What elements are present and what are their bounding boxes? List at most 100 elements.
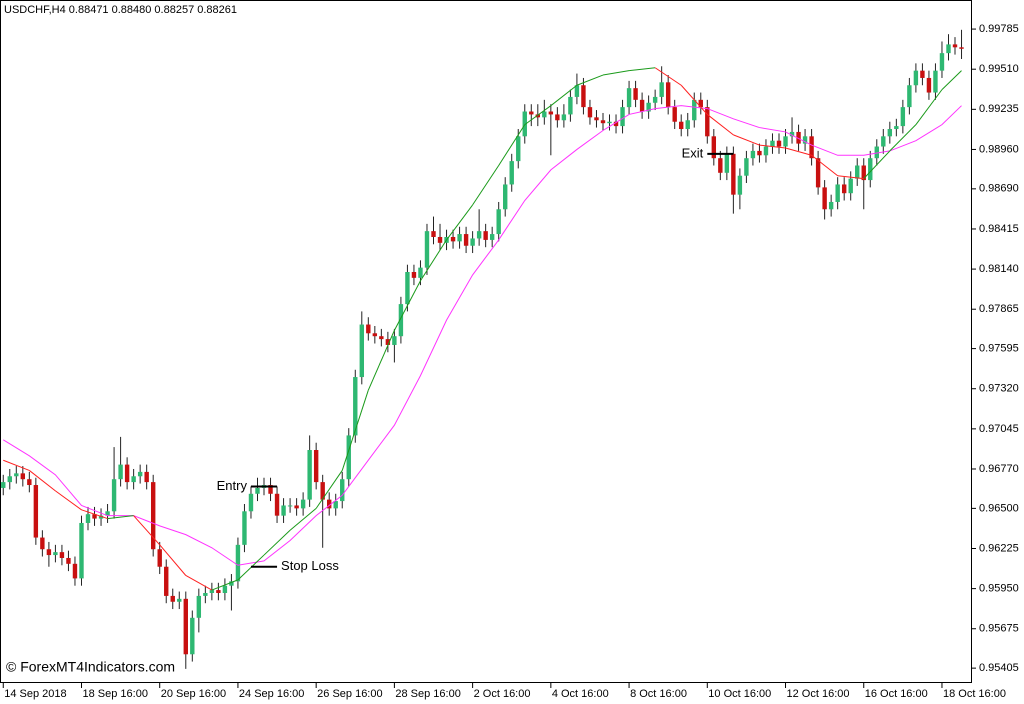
y-tick-label: 0.95675	[979, 623, 1019, 635]
candle-body	[776, 140, 782, 147]
moving-average-segment	[472, 165, 500, 206]
candle-body	[783, 136, 788, 147]
candle-body	[796, 131, 801, 144]
candle-body	[763, 146, 769, 156]
moving-average-segment	[680, 84, 708, 115]
candle-body	[190, 617, 195, 655]
candle-body	[639, 99, 645, 112]
moving-average-segment	[524, 105, 552, 126]
x-tick-label: 18 Sep 16:00	[82, 688, 147, 700]
x-tick-label: 8 Oct 16:00	[630, 688, 687, 700]
candle-body	[274, 493, 280, 516]
candle-body	[489, 234, 495, 240]
candle-body	[620, 107, 625, 127]
candle-body	[476, 231, 482, 239]
x-tick-label: 16 Oct 16:00	[865, 688, 928, 700]
moving-average-segment	[550, 84, 578, 107]
plot-frame	[0, 0, 972, 683]
candle-body	[939, 53, 945, 71]
candle-body	[255, 487, 260, 494]
candle-body	[196, 595, 202, 618]
candle-body	[1, 482, 6, 488]
candle-body	[431, 231, 436, 237]
candle-body	[281, 505, 286, 516]
chart-title: USDCHF,H4 0.88471 0.88480 0.88257 0.8826…	[4, 4, 237, 16]
candle-body	[346, 435, 351, 480]
candle-body	[646, 102, 651, 112]
candle-body	[398, 304, 404, 337]
candle-body	[737, 175, 743, 195]
y-tick-label: 0.95950	[979, 583, 1019, 595]
candle-body	[320, 482, 325, 500]
candle-body	[33, 485, 39, 538]
x-tick-label: 28 Sep 16:00	[395, 688, 460, 700]
candle-body	[327, 499, 332, 509]
candle-body	[470, 238, 475, 246]
moving-average-segment	[211, 579, 239, 591]
candle-body	[587, 107, 593, 118]
annotation-label: Entry	[217, 478, 248, 493]
candle-body	[333, 501, 338, 509]
candle-body	[594, 117, 599, 121]
moving-average-segment	[81, 509, 108, 520]
x-tick-label: 24 Sep 16:00	[239, 688, 304, 700]
candle-body	[933, 70, 938, 93]
moving-average-segment	[706, 114, 734, 136]
candle-body	[581, 85, 586, 108]
moving-average-segment	[576, 74, 604, 86]
candle-body	[555, 114, 560, 121]
candle-body	[405, 272, 410, 305]
candle-body	[85, 514, 91, 523]
candle-body	[789, 131, 795, 137]
moving-average-segment	[837, 175, 864, 180]
y-tick-label: 0.97595	[979, 343, 1019, 355]
x-tick-label: 4 Oct 16:00	[552, 688, 609, 700]
candle-body	[437, 236, 443, 243]
candle-body	[868, 158, 873, 181]
x-tick-label: 20 Sep 16:00	[161, 688, 226, 700]
y-tick-label: 0.97865	[979, 303, 1019, 315]
candle-body	[529, 111, 534, 115]
candle-body	[424, 231, 430, 268]
annotation-label: Exit	[682, 145, 704, 160]
moving-average	[2, 105, 962, 566]
candle-body	[548, 111, 554, 115]
moving-average-segment	[133, 515, 161, 546]
moving-average-segment	[107, 515, 134, 520]
candle-body	[861, 165, 866, 181]
moving-average-segment	[785, 147, 812, 156]
candle-body	[835, 184, 840, 202]
candle-body	[855, 165, 860, 179]
candle-body	[900, 107, 906, 127]
credit: © ForexMT4Indicators.com	[6, 659, 175, 675]
candle-body	[463, 234, 469, 246]
candle-body	[307, 450, 312, 500]
candle-body	[170, 595, 175, 602]
candle-body	[516, 136, 521, 162]
x-tick-label: 10 Oct 16:00	[708, 688, 771, 700]
candle-body	[14, 473, 19, 477]
moving-average-segment	[315, 470, 343, 509]
candle-body	[385, 339, 391, 345]
x-tick-label: 14 Sep 2018	[4, 688, 66, 700]
candle-body	[946, 44, 951, 54]
y-tick-label: 0.97045	[979, 423, 1019, 435]
candle-body	[574, 85, 580, 97]
candle-body	[522, 111, 527, 137]
candle-body	[222, 585, 228, 593]
y-tick-label: 0.98140	[979, 263, 1019, 275]
candle-body	[913, 70, 919, 86]
moving-average-segment	[654, 67, 682, 86]
candle-body	[568, 96, 573, 115]
candle-body	[144, 471, 149, 483]
candle-body	[652, 96, 658, 103]
moving-average-segment	[811, 154, 838, 177]
candle-body	[340, 479, 345, 502]
y-tick-label: 0.96225	[979, 542, 1019, 554]
candle-body	[874, 146, 879, 159]
candle-body	[268, 485, 273, 494]
candle-body	[887, 129, 893, 137]
candle-body	[561, 114, 567, 121]
candle-body	[392, 336, 397, 345]
candle-body	[137, 471, 143, 477]
